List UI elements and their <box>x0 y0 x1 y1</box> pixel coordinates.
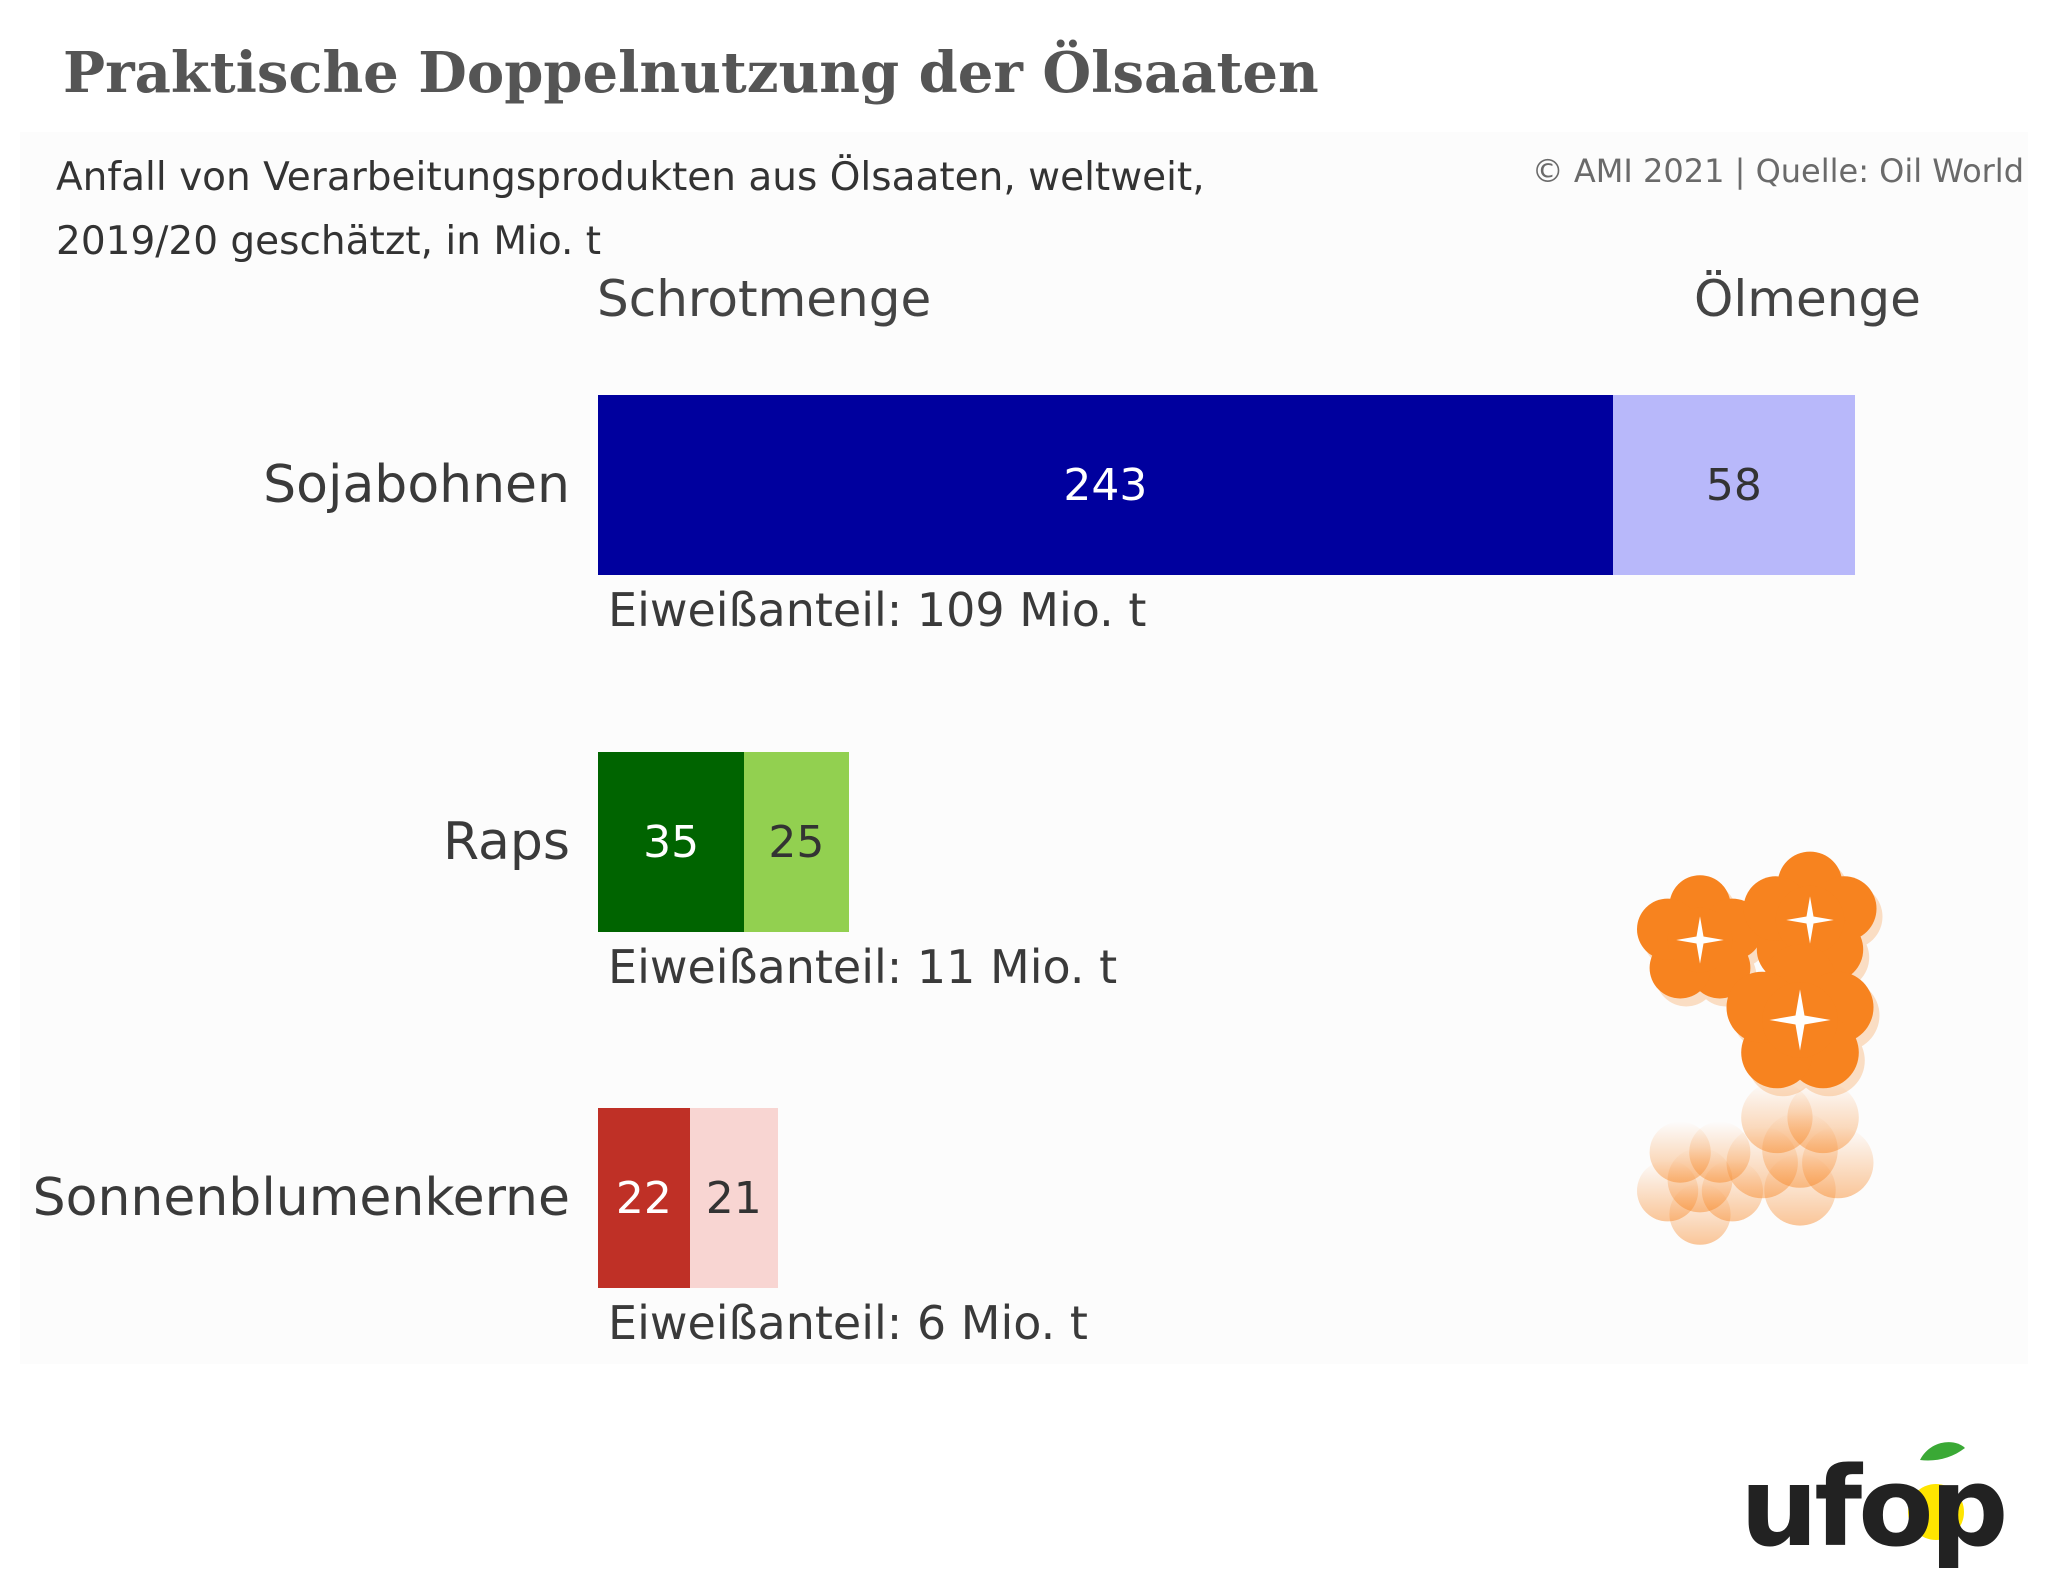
chart-title: Praktische Doppelnutzung der Ölsaaten <box>63 40 1319 106</box>
category-label: Sonnenblumenkerne <box>32 1168 570 1228</box>
bar-segment: 35 <box>598 752 745 932</box>
data-label: 35 <box>643 816 700 868</box>
column-header-oelmenge: Ölmenge <box>1694 270 1921 328</box>
bar-segment: 25 <box>744 752 849 932</box>
protein-annotation: Eiweißanteil: 6 Mio. t <box>608 1296 1088 1350</box>
protein-annotation: Eiweißanteil: 11 Mio. t <box>608 940 1118 994</box>
source-note: © AMI 2021 | Quelle: Oil World <box>1531 152 2024 190</box>
svg-text:ufop: ufop <box>1740 1443 2004 1570</box>
bar-segment: 21 <box>689 1108 778 1288</box>
data-label: 243 <box>1063 459 1148 511</box>
bar-segment: 58 <box>1612 395 1855 575</box>
data-label: 58 <box>1705 459 1762 511</box>
ufop-logo: ufop <box>1740 1442 2008 1570</box>
data-label: 22 <box>615 1172 672 1224</box>
chart-subtitle: Anfall von Verarbeitungsprodukten aus Öl… <box>56 155 1205 264</box>
flower-illustration <box>1637 851 1883 1245</box>
category-label: Raps <box>443 812 570 872</box>
bar-segment: 22 <box>598 1108 690 1288</box>
category-label: Sojabohnen <box>263 455 570 515</box>
data-label: 25 <box>768 816 825 868</box>
bar-segment: 243 <box>598 395 1613 575</box>
data-label: 21 <box>705 1172 762 1224</box>
protein-annotation: Eiweißanteil: 109 Mio. t <box>608 583 1147 637</box>
column-header-schrotmenge: Schrotmenge <box>597 270 932 328</box>
